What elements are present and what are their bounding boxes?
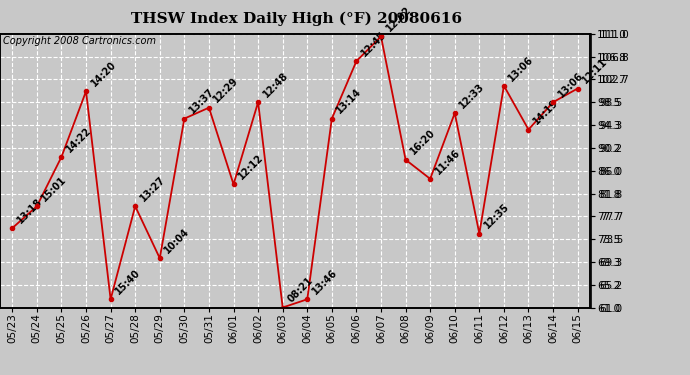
Text: 14:19: 14:19 <box>531 98 560 127</box>
Text: THSW Index Daily High (°F) 20080616: THSW Index Daily High (°F) 20080616 <box>131 11 462 26</box>
Text: 14:20: 14:20 <box>89 60 118 88</box>
Text: 16:20: 16:20 <box>408 128 437 157</box>
Text: 12:12: 12:12 <box>236 153 265 182</box>
Text: 14:22: 14:22 <box>64 125 93 154</box>
Text: 12:45: 12:45 <box>359 29 388 58</box>
Text: 08:21: 08:21 <box>286 276 315 305</box>
Text: 13:06: 13:06 <box>556 70 585 99</box>
Text: 12:02: 12:02 <box>384 5 413 34</box>
Text: 12:48: 12:48 <box>261 70 290 99</box>
Text: 13:18: 13:18 <box>15 196 44 225</box>
Text: 13:06: 13:06 <box>506 54 535 83</box>
Text: 12:35: 12:35 <box>482 202 511 231</box>
Text: 15:01: 15:01 <box>39 174 68 203</box>
Text: 13:46: 13:46 <box>310 267 339 297</box>
Text: 12:11: 12:11 <box>580 57 609 86</box>
Text: 13:27: 13:27 <box>138 174 167 203</box>
Text: 11:46: 11:46 <box>433 147 462 176</box>
Text: Copyright 2008 Cartronics.com: Copyright 2008 Cartronics.com <box>3 36 156 46</box>
Text: 10:04: 10:04 <box>163 226 192 255</box>
Text: 12:33: 12:33 <box>457 81 486 110</box>
Text: 15:40: 15:40 <box>113 267 142 297</box>
Text: 13:37: 13:37 <box>187 87 216 116</box>
Text: 13:14: 13:14 <box>335 87 364 116</box>
Text: 12:29: 12:29 <box>212 76 241 105</box>
